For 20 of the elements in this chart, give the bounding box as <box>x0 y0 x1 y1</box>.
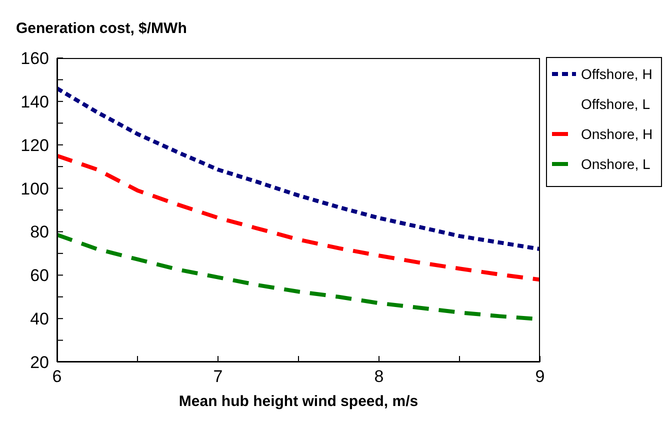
legend-label: Onshore, L <box>581 156 650 172</box>
x-tick-label: 8 <box>374 367 384 386</box>
y-tick-label: 140 <box>20 92 49 112</box>
legend-label: Offshore, H <box>581 66 652 82</box>
y-tick-label: 100 <box>20 179 49 198</box>
legend-label: Onshore, H <box>581 126 653 142</box>
line-series <box>57 154 540 282</box>
text: Offshore, L <box>581 96 650 112</box>
x-tick-label: 9 <box>535 367 545 386</box>
y-tick-label: 120 <box>20 136 49 155</box>
y-tick-label: 80 <box>30 222 49 242</box>
x-axis-title: Mean hub height wind speed, m/s <box>178 393 418 410</box>
y-tick-label: 60 <box>30 266 49 286</box>
line-series <box>57 86 540 252</box>
x-tick-label: 7 <box>213 367 223 386</box>
chart-title: Generation cost, $/MWh <box>16 20 187 37</box>
y-tick-label: 40 <box>30 310 49 329</box>
x-tick-label: 6 <box>52 367 62 386</box>
y-tick-label: 20 <box>30 353 49 372</box>
y-tick-label: 160 <box>20 49 49 68</box>
